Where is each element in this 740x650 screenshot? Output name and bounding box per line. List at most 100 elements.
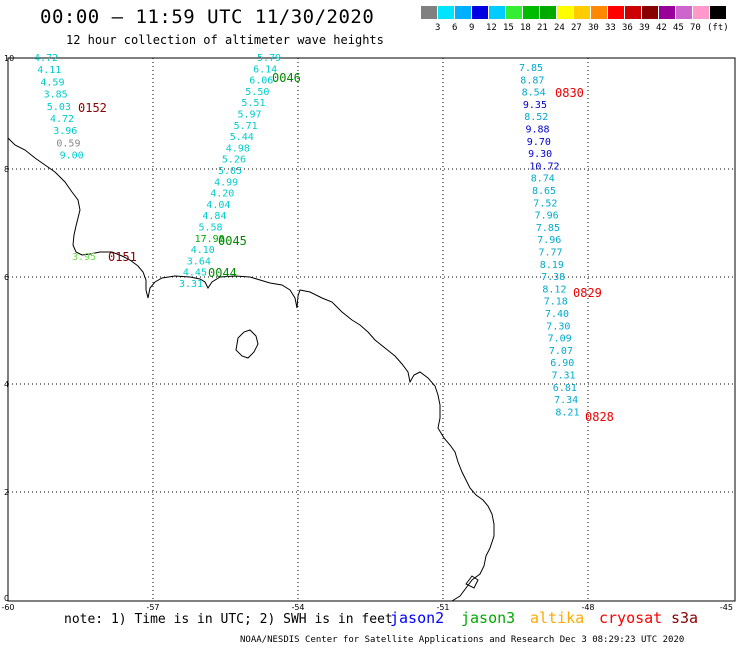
legend-swatch bbox=[574, 6, 590, 19]
legend-label: 15 bbox=[503, 23, 514, 33]
credit-line: NOAA/NESDIS Center for Satellite Applica… bbox=[240, 635, 685, 645]
lat-tick-label: 6 bbox=[4, 273, 9, 282]
legend-swatch bbox=[625, 6, 641, 19]
swh-value: 9.00 bbox=[60, 151, 84, 162]
legend-swatch bbox=[438, 6, 454, 19]
legend-label: 36 bbox=[622, 23, 633, 33]
swh-value: 9.70 bbox=[527, 137, 551, 148]
island bbox=[235, 329, 259, 359]
swh-value: 5.03 bbox=[47, 102, 71, 113]
swh-value: 4.11 bbox=[37, 65, 61, 76]
lat-tick-label: 8 bbox=[4, 165, 9, 174]
swh-value: 8.19 bbox=[540, 260, 564, 271]
swh-value: 10.72 bbox=[529, 161, 559, 172]
swh-value: 9.35 bbox=[523, 100, 547, 111]
swh-value: 4.72 bbox=[50, 114, 74, 125]
lat-tick-label: 10 bbox=[4, 54, 14, 63]
swh-value: 3.95 bbox=[72, 252, 96, 263]
swh-value: 9.30 bbox=[528, 149, 552, 160]
swh-value: 7.85 bbox=[536, 223, 560, 234]
swh-value: 0.59 bbox=[56, 138, 80, 149]
lon-tick-label: -54 bbox=[291, 603, 304, 612]
swh-value: 7.38 bbox=[541, 272, 565, 283]
swh-value: 7.34 bbox=[554, 395, 578, 406]
swh-value: 7.40 bbox=[545, 309, 569, 320]
track-time: 0830 bbox=[555, 86, 584, 100]
legend-swatch bbox=[676, 6, 692, 19]
swh-value: 5.05 bbox=[218, 166, 242, 177]
track-time: 0828 bbox=[585, 410, 614, 424]
axis-labels: -60 -57 -54 -51 -48 -45 0 2 4 6 8 10 bbox=[1, 54, 733, 612]
swh-value: 9.88 bbox=[526, 125, 550, 136]
legend-label: 6 bbox=[452, 23, 458, 33]
lat-tick-label: 0 bbox=[4, 594, 9, 603]
legend-label: 70 bbox=[690, 23, 701, 33]
lon-tick-label: -51 bbox=[436, 603, 449, 612]
legend-label: 9 bbox=[469, 23, 475, 33]
swh-value: 3.85 bbox=[44, 90, 68, 101]
swh-value: 17.98 bbox=[195, 234, 225, 245]
legend-swatch bbox=[693, 6, 709, 19]
legend-swatch bbox=[489, 6, 505, 19]
legend-swatch bbox=[591, 6, 607, 19]
legend-label: 12 bbox=[486, 23, 497, 33]
island bbox=[465, 575, 479, 589]
swh-value: 5.97 bbox=[238, 110, 262, 121]
track-time: 0045 bbox=[218, 234, 247, 248]
legend-swatch bbox=[557, 6, 573, 19]
swh-value: 7.52 bbox=[533, 198, 557, 209]
swh-value: 7.77 bbox=[539, 248, 563, 259]
track-time: 0151 bbox=[108, 250, 137, 264]
lon-tick-label: -48 bbox=[581, 603, 594, 612]
legend-swatch bbox=[642, 6, 658, 19]
page-title: 00:00 – 11:59 UTC 11/30/2020 bbox=[40, 6, 375, 28]
track-time: 0046 bbox=[272, 71, 301, 85]
track-time: 0044 bbox=[208, 266, 237, 280]
swh-value: 3.64 bbox=[187, 256, 211, 267]
swh-value: 5.50 bbox=[245, 87, 269, 98]
swh-value: 5.44 bbox=[230, 132, 254, 143]
satellite-cryosat: cryosat bbox=[599, 609, 663, 627]
satellite-altika: altika bbox=[530, 609, 585, 627]
legend-label: 18 bbox=[520, 23, 531, 33]
footnote: note: 1) Time is in UTC; 2) SWH is in fe… bbox=[64, 612, 393, 627]
swh-value: 7.07 bbox=[549, 346, 573, 357]
swh-value: 4.84 bbox=[202, 211, 226, 222]
legend-swatch bbox=[523, 6, 539, 19]
satellite-s3a: s3a bbox=[671, 609, 699, 627]
swh-value: 6.06 bbox=[249, 76, 273, 87]
swh-value: 4.72 bbox=[34, 53, 58, 64]
legend-label: 24 bbox=[554, 23, 565, 33]
legend-swatch bbox=[506, 6, 522, 19]
legend-label: 27 bbox=[571, 23, 582, 33]
legend-label: 39 bbox=[639, 23, 650, 33]
swh-value: 8.87 bbox=[520, 75, 544, 86]
page-subtitle: 12 hour collection of altimeter wave hei… bbox=[66, 33, 384, 47]
swh-value: 8.54 bbox=[522, 88, 546, 99]
swh-value: 8.21 bbox=[555, 407, 579, 418]
swh-value: 4.98 bbox=[226, 143, 250, 154]
lat-tick-label: 2 bbox=[4, 488, 9, 497]
legend-swatch bbox=[455, 6, 471, 19]
lon-tick-label: -57 bbox=[146, 603, 159, 612]
track-labels: 4.724.114.593.855.034.723.960.599.000152… bbox=[34, 53, 614, 424]
swh-value: 8.12 bbox=[542, 284, 566, 295]
satellite-jason3: jason3 bbox=[461, 609, 516, 627]
legend-label: 33 bbox=[605, 23, 616, 33]
swh-value: 6.81 bbox=[553, 383, 577, 394]
swh-value: 5.71 bbox=[234, 121, 258, 132]
swh-value: 6.90 bbox=[550, 358, 574, 369]
swh-value: 4.45 bbox=[183, 268, 207, 279]
grid-lines bbox=[8, 58, 735, 601]
swh-value: 8.65 bbox=[532, 186, 556, 197]
legend-label: 45 bbox=[673, 23, 684, 33]
swh-value: 7.96 bbox=[535, 211, 559, 222]
lon-tick-label: -45 bbox=[720, 603, 733, 612]
legend-label: 3 bbox=[435, 23, 441, 33]
swh-value: 4.04 bbox=[206, 200, 230, 211]
swh-value: 7.09 bbox=[548, 334, 572, 345]
swh-value: 5.26 bbox=[222, 155, 246, 166]
swh-value: 3.96 bbox=[53, 126, 77, 137]
legend-swatch bbox=[659, 6, 675, 19]
